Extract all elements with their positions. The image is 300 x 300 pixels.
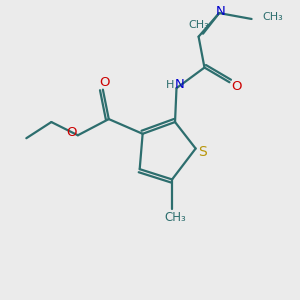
Text: O: O <box>99 76 110 89</box>
Text: CH₃: CH₃ <box>164 211 186 224</box>
Text: O: O <box>66 126 76 139</box>
Text: H: H <box>166 80 174 90</box>
Text: N: N <box>175 78 184 91</box>
Text: CH₃: CH₃ <box>188 20 209 30</box>
Text: N: N <box>216 5 226 18</box>
Text: CH₃: CH₃ <box>262 13 283 22</box>
Text: S: S <box>198 145 206 159</box>
Text: O: O <box>232 80 242 93</box>
